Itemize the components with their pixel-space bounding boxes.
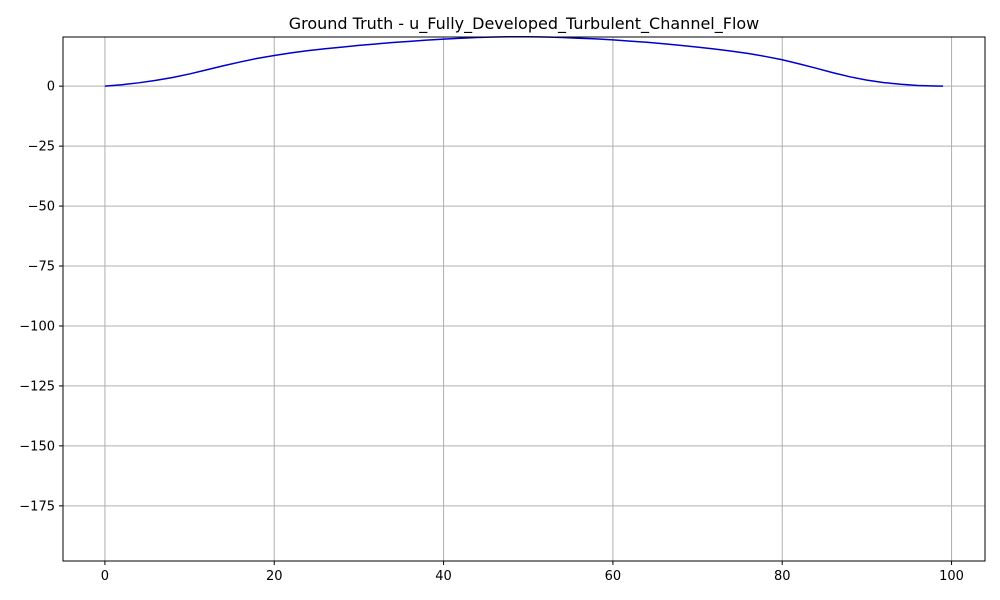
series-line <box>104 36 944 87</box>
x-tick-label: 0 <box>101 569 109 584</box>
y-tick-label: −50 <box>28 200 55 215</box>
x-tick-label: 20 <box>266 569 283 584</box>
y-tick-label: −125 <box>19 379 55 394</box>
y-tick-label: −150 <box>19 439 55 454</box>
grid <box>63 37 985 561</box>
y-tick-label: 0 <box>47 80 55 95</box>
x-tick-label: 100 <box>939 569 964 584</box>
plot-frame <box>62 36 986 562</box>
x-tick-label: 60 <box>605 569 622 584</box>
x-tick-label: 40 <box>435 569 452 584</box>
chart-title: Ground Truth - u_Fully_Developed_Turbule… <box>289 14 760 34</box>
y-tick-label: −175 <box>19 499 55 514</box>
y-tick-label: −25 <box>28 140 55 155</box>
y-tick-label: −100 <box>19 319 55 334</box>
ticks: 0 20 40 60 80 100 0 −25 −50 −75 −100 −125 −150 −175 <box>19 80 964 584</box>
y-tick-label: −75 <box>28 260 55 275</box>
x-tick-label: 80 <box>774 569 791 584</box>
